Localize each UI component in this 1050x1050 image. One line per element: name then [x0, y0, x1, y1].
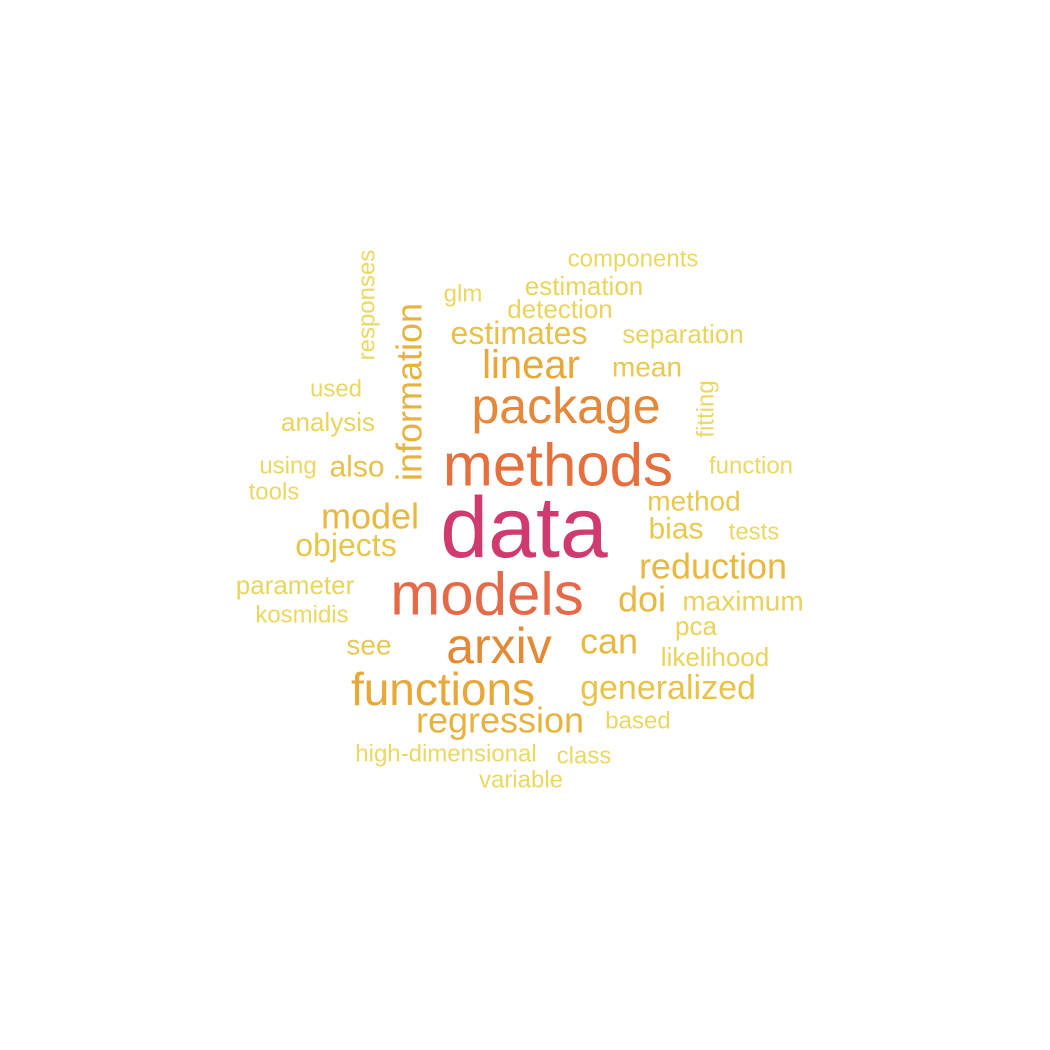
word-package: package: [471, 378, 660, 434]
word-can: can: [580, 621, 638, 662]
word-data: data: [440, 480, 608, 576]
word-regression: regression: [416, 700, 584, 741]
word-arxiv: arxiv: [446, 618, 552, 674]
word-doi: doi: [618, 579, 666, 620]
word-used: used: [310, 376, 362, 403]
word-method: method: [647, 486, 740, 517]
word-information: information: [389, 303, 430, 481]
word-class: class: [557, 743, 612, 770]
word-reduction: reduction: [639, 546, 787, 587]
word-components: components: [568, 246, 699, 273]
word-also: also: [329, 451, 384, 484]
word-analysis: analysis: [281, 407, 375, 437]
word-model: model: [321, 496, 419, 537]
word-generalized: generalized: [580, 669, 756, 707]
word-bias: bias: [648, 513, 703, 546]
word-fitting: fitting: [693, 380, 720, 437]
word-glm: glm: [444, 281, 483, 308]
word-variable: variable: [479, 767, 563, 794]
word-separation: separation: [622, 319, 743, 349]
word-tests: tests: [729, 519, 780, 546]
word-detection: detection: [507, 294, 613, 324]
word-methods: methods: [443, 432, 673, 499]
word-functions: functions: [351, 663, 535, 715]
word-models: models: [390, 561, 583, 628]
word-objects: objects: [295, 527, 396, 563]
word-pca: pca: [675, 611, 717, 641]
word-using: using: [259, 453, 316, 480]
word-estimates: estimates: [451, 315, 588, 351]
word-linear: linear: [482, 343, 580, 387]
word-parameter: parameter: [236, 570, 355, 600]
word-high-dimensional: high-dimensional: [355, 741, 536, 768]
word-maximum: maximum: [682, 586, 803, 617]
word-estimation: estimation: [525, 271, 644, 301]
word-based: based: [605, 708, 670, 735]
word-function: function: [709, 453, 793, 480]
word-kosmidis: kosmidis: [255, 602, 348, 629]
word-see: see: [346, 630, 391, 661]
word-likelihood: likelihood: [661, 642, 769, 672]
word-mean: mean: [612, 352, 682, 383]
word-tools: tools: [249, 479, 300, 506]
word-responses: responses: [354, 250, 381, 361]
